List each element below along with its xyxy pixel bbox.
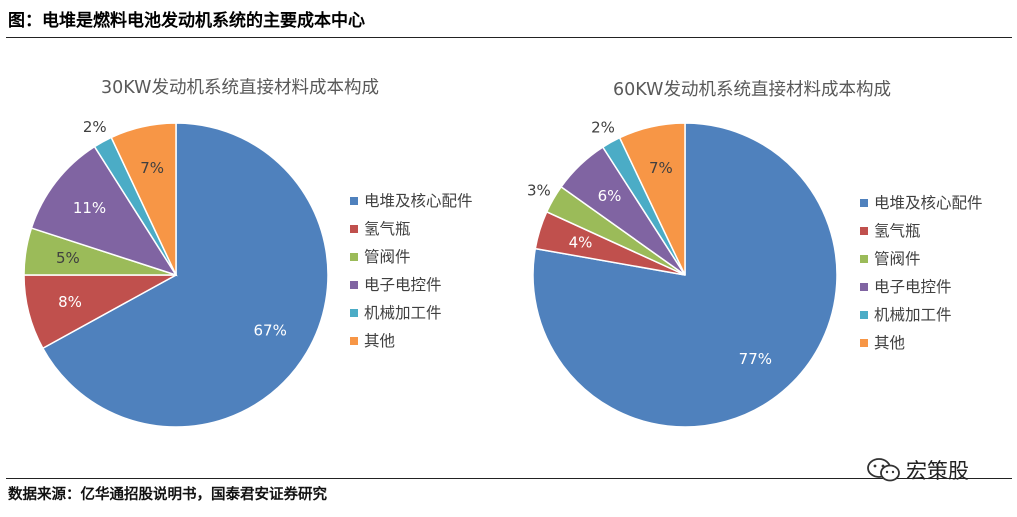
legend-swatch <box>350 309 358 317</box>
legend-swatch <box>860 339 868 347</box>
legend-swatch <box>350 225 358 233</box>
pie-slice-60kw-5 <box>618 122 686 276</box>
pie-slice-30kw-3 <box>30 145 178 277</box>
top-divider <box>6 37 1012 38</box>
legend-item-60kw-0: 电堆及核心配件 <box>860 189 983 217</box>
legend-item-60kw-5: 其他 <box>860 329 983 357</box>
legend-item-30kw-5: 其他 <box>350 327 473 355</box>
legend-swatch <box>860 227 868 235</box>
chart-title-60kw: 60KW发动机系统直接材料成本构成 <box>613 80 891 100</box>
figure-header: 图：电堆是燃料电池发动机系统的主要成本中心 <box>8 11 365 31</box>
pie-slice-30kw-0 <box>41 122 329 428</box>
pie-chart-60kw: 77% 4% 3% 6% 2% 7% <box>527 119 838 428</box>
legend-label: 其他 <box>364 332 396 350</box>
pie-label-30kw-3: 11% <box>73 199 106 217</box>
legend-swatch <box>860 311 868 319</box>
pie-label-30kw-5: 7% <box>140 159 164 177</box>
pie-chart-30kw: 67% 8% 5% 11% 2% 7% <box>23 118 329 428</box>
legend-item-60kw-3: 电子电控件 <box>860 273 983 301</box>
legend-label: 电堆及核心配件 <box>364 192 473 210</box>
pie-label-60kw-5: 7% <box>649 159 673 177</box>
legend-label: 电子电控件 <box>874 278 952 296</box>
pie-label-60kw-3: 6% <box>598 187 622 205</box>
source-note: 数据来源：亿华通招股说明书，国泰君安证券研究 <box>8 486 327 503</box>
legend-label: 氢气瓶 <box>364 220 411 238</box>
legend-swatch <box>350 197 358 205</box>
pie-label-30kw-4: 2% <box>83 118 107 136</box>
chart-title-30kw: 30KW发动机系统直接材料成本构成 <box>101 78 379 98</box>
legend-swatch <box>350 337 358 345</box>
pie-slice-30kw-5 <box>110 122 177 276</box>
pie-label-30kw-0: 67% <box>254 322 287 340</box>
legend-swatch <box>860 255 868 263</box>
legend-label: 管阀件 <box>364 248 411 266</box>
legend-label: 管阀件 <box>874 250 921 268</box>
legend-item-60kw-1: 氢气瓶 <box>860 217 983 245</box>
pie-label-60kw-0: 77% <box>739 350 772 368</box>
legend-label: 机械加工件 <box>364 304 442 322</box>
legend-item-30kw-3: 电子电控件 <box>350 271 473 299</box>
legend-item-30kw-4: 机械加工件 <box>350 299 473 327</box>
legend-label: 机械加工件 <box>874 306 952 324</box>
pie-label-30kw-2: 5% <box>56 249 80 267</box>
pie-label-30kw-1: 8% <box>58 293 82 311</box>
legend-swatch <box>860 199 868 207</box>
legend-item-30kw-2: 管阀件 <box>350 243 473 271</box>
wechat-icon <box>867 458 900 482</box>
legend-item-30kw-0: 电堆及核心配件 <box>350 187 473 215</box>
watermark: 宏策股 <box>866 455 969 485</box>
pie-label-60kw-2: 3% <box>527 182 551 200</box>
legend-label: 其他 <box>874 334 906 352</box>
legend-label: 电子电控件 <box>364 276 442 294</box>
legend-item-60kw-2: 管阀件 <box>860 245 983 273</box>
legend-item-60kw-4: 机械加工件 <box>860 301 983 329</box>
legend-60kw: 电堆及核心配件 氢气瓶管阀件电子电控件机械加工件其他 <box>860 189 983 357</box>
pie-label-60kw-4: 2% <box>591 119 615 137</box>
legend-30kw: 电堆及核心配件 氢气瓶管阀件电子电控件机械加工件其他 <box>350 187 473 355</box>
legend-label: 电堆及核心配件 <box>874 194 983 212</box>
legend-swatch <box>860 283 868 291</box>
legend-label: 氢气瓶 <box>874 222 921 240</box>
watermark-text: 宏策股 <box>906 459 969 483</box>
legend-item-30kw-1: 氢气瓶 <box>350 215 473 243</box>
legend-swatch <box>350 253 358 261</box>
pie-label-60kw-1: 4% <box>569 234 593 252</box>
bottom-divider <box>6 478 1012 479</box>
legend-swatch <box>350 281 358 289</box>
